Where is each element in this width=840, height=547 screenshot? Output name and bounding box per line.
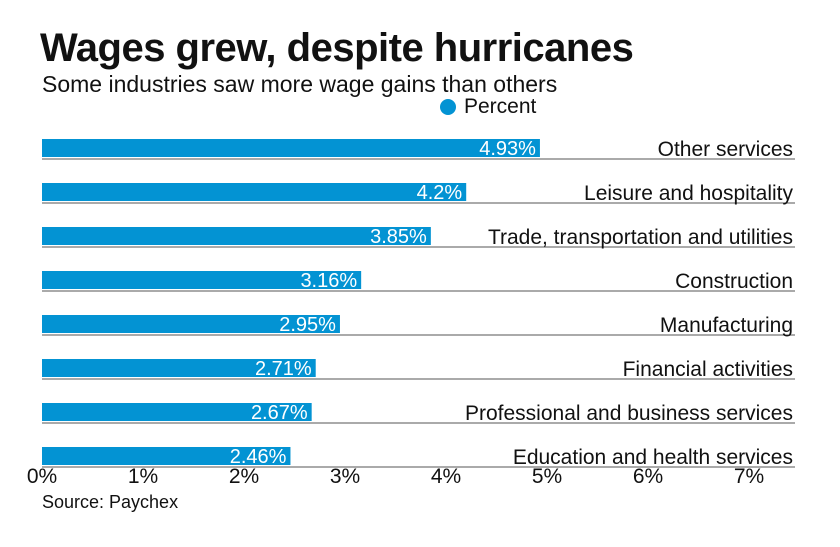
bar (42, 315, 340, 333)
legend: Percent (440, 95, 536, 119)
bar-value-label: 3.16% (300, 270, 357, 292)
x-tick-label: 5% (532, 465, 562, 488)
category-label: Construction (675, 270, 793, 293)
chart-title: Wages grew, despite hurricanes (40, 26, 634, 70)
bar-value-label: 2.67% (251, 402, 308, 424)
bar (42, 183, 467, 201)
category-label: Manufacturing (660, 314, 793, 337)
bar (42, 447, 291, 465)
bar (42, 403, 312, 421)
x-tick-label: 0% (27, 465, 57, 488)
bar-value-label: 2.95% (279, 314, 336, 336)
x-tick-label: 3% (330, 465, 360, 488)
bar-value-label: 2.46% (230, 446, 287, 468)
x-tick-label: 6% (633, 465, 663, 488)
category-label: Other services (658, 138, 793, 161)
x-tick-label: 7% (734, 465, 764, 488)
bar (42, 227, 431, 245)
category-label: Professional and business services (465, 402, 793, 425)
bar-value-label: 4.93% (479, 138, 536, 160)
category-label: Financial activities (623, 358, 793, 381)
bar-value-label: 3.85% (370, 226, 427, 248)
bar-value-label: 4.2% (417, 182, 463, 204)
x-tick-label: 1% (128, 465, 158, 488)
bar (42, 139, 540, 157)
category-label: Education and health services (513, 446, 793, 469)
bar-value-label: 2.71% (255, 358, 312, 380)
category-label: Leisure and hospitality (584, 182, 793, 205)
legend-swatch-percent (440, 99, 456, 115)
chart-subtitle: Some industries saw more wage gains than… (42, 71, 558, 97)
legend-label-percent: Percent (464, 95, 537, 118)
x-tick-label: 2% (229, 465, 259, 488)
bar (42, 271, 362, 289)
category-label: Trade, transportation and utilities (488, 226, 793, 249)
x-tick-label: 4% (431, 465, 461, 488)
source-note: Source: Paychex (42, 492, 179, 512)
bar (42, 359, 316, 377)
